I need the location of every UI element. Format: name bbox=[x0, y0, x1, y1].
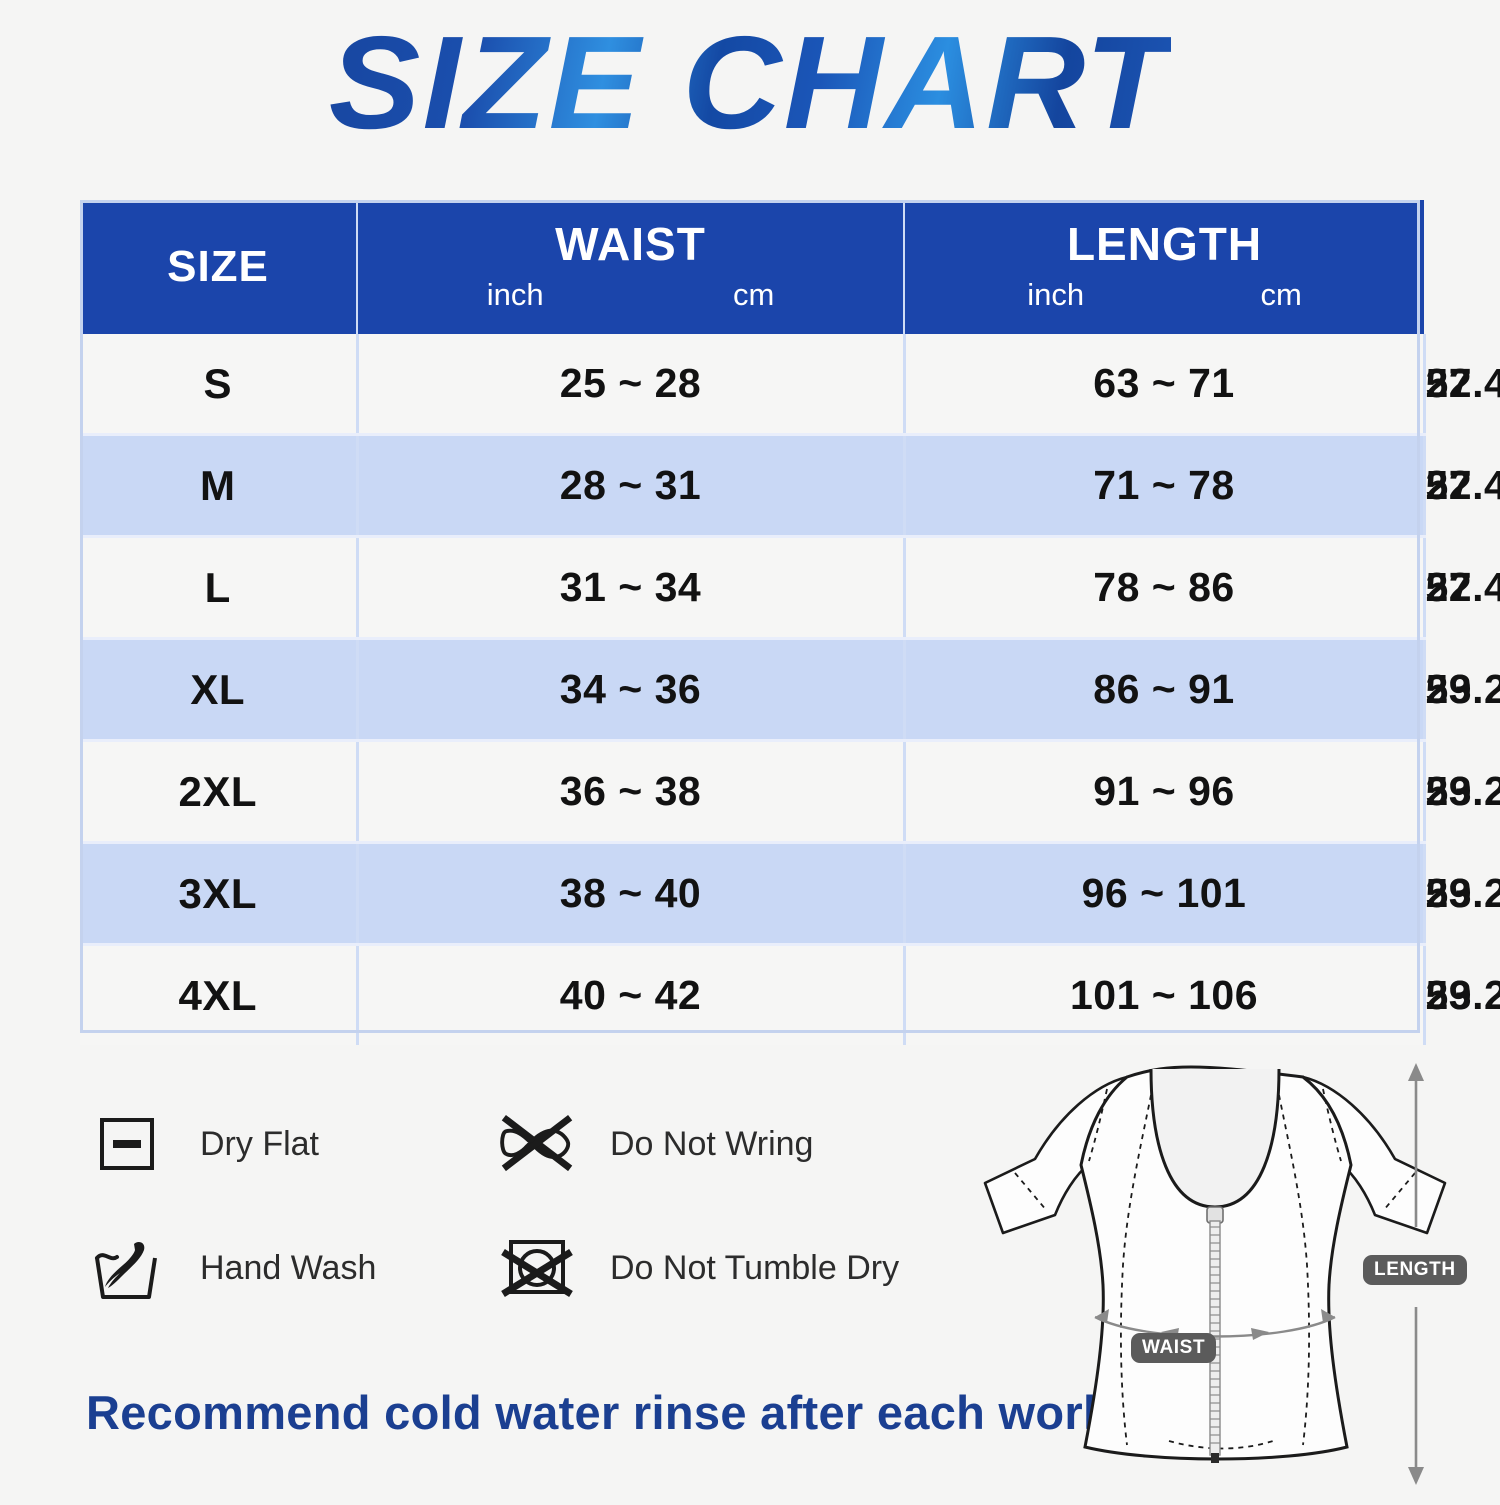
care-label-hand-wash: Hand Wash bbox=[200, 1248, 377, 1287]
garment-diagram: WAIST LENGTH bbox=[955, 1055, 1475, 1500]
size-chart-table: SIZE WAIST inch cm LENGTH inch cm S 25 ~… bbox=[80, 200, 1500, 1045]
header-waist: WAIST inch cm bbox=[357, 200, 905, 334]
page-title-container: SIZE CHART bbox=[0, 9, 1500, 156]
table-row: 4XL 40 ~ 42 101 ~ 106 23.2 59 bbox=[80, 944, 1500, 1045]
header-waist-label: WAIST bbox=[555, 218, 706, 270]
header-size-label: SIZE bbox=[167, 242, 269, 291]
care-label-dry-flat: Dry Flat bbox=[200, 1124, 319, 1163]
table-header-row: SIZE WAIST inch cm LENGTH inch cm bbox=[80, 200, 1424, 334]
cell-waist-inch: 31 ~ 34 bbox=[357, 536, 906, 640]
care-item-dry-flat: Dry Flat bbox=[88, 1105, 498, 1183]
table-body: S 25 ~ 28 63 ~ 71 22.4 57 M 28 ~ 31 71 ~… bbox=[80, 334, 1500, 1045]
cell-waist-inch: 25 ~ 28 bbox=[357, 334, 906, 436]
page-title: SIZE CHART bbox=[328, 9, 1172, 156]
care-row-2: Hand Wash Do Not Tumble Dry bbox=[88, 1229, 958, 1307]
table-row: L 31 ~ 34 78 ~ 86 22.4 57 bbox=[80, 536, 1500, 640]
cell-size: M bbox=[80, 434, 359, 538]
cell-size: L bbox=[80, 536, 359, 640]
do-not-tumble-dry-icon bbox=[498, 1229, 576, 1307]
cell-waist-cm: 78 ~ 86 bbox=[904, 536, 1426, 640]
table-row: S 25 ~ 28 63 ~ 71 22.4 57 bbox=[80, 334, 1500, 436]
cell-waist-cm: 71 ~ 78 bbox=[904, 434, 1426, 538]
cell-waist-cm: 86 ~ 91 bbox=[904, 638, 1426, 742]
cell-waist-cm: 91 ~ 96 bbox=[904, 740, 1426, 844]
cell-size: 4XL bbox=[80, 944, 359, 1045]
cell-waist-inch: 36 ~ 38 bbox=[357, 740, 906, 844]
cell-waist-inch: 28 ~ 31 bbox=[357, 434, 906, 538]
dry-flat-icon bbox=[88, 1105, 166, 1183]
cell-waist-cm: 96 ~ 101 bbox=[904, 842, 1426, 946]
header-length-label: LENGTH bbox=[1066, 218, 1263, 270]
header-length-units: inch cm bbox=[905, 267, 1424, 313]
header-length: LENGTH inch cm bbox=[904, 200, 1424, 334]
table-row: 2XL 36 ~ 38 91 ~ 96 23.2 59 bbox=[80, 740, 1500, 844]
waist-badge: WAIST bbox=[1131, 1333, 1217, 1363]
header-waist-inch: inch bbox=[486, 277, 544, 312]
hand-wash-icon bbox=[88, 1229, 166, 1307]
care-row-1: Dry Flat Do Not Wring bbox=[88, 1105, 958, 1183]
header-waist-cm: cm bbox=[732, 277, 775, 312]
length-badge: LENGTH bbox=[1363, 1255, 1467, 1285]
cell-size: 3XL bbox=[80, 842, 359, 946]
table-row: M 28 ~ 31 71 ~ 78 22.4 57 bbox=[80, 434, 1500, 538]
header-waist-units: inch cm bbox=[358, 267, 903, 313]
cell-size: XL bbox=[80, 638, 359, 742]
table-row: 3XL 38 ~ 40 96 ~ 101 23.2 59 bbox=[80, 842, 1500, 946]
header-length-cm: cm bbox=[1260, 277, 1302, 312]
cell-waist-inch: 38 ~ 40 bbox=[357, 842, 906, 946]
cell-size: 2XL bbox=[80, 740, 359, 844]
recommendation-text: Recommend cold water rinse after each wo… bbox=[86, 1386, 1197, 1439]
care-item-do-not-tumble-dry: Do Not Tumble Dry bbox=[498, 1229, 908, 1307]
care-label-do-not-tumble-dry: Do Not Tumble Dry bbox=[610, 1248, 900, 1287]
table-header: SIZE WAIST inch cm LENGTH inch cm bbox=[80, 200, 1424, 334]
care-instructions: Dry Flat Do Not Wring Hand W bbox=[88, 1105, 958, 1353]
do-not-wring-icon bbox=[498, 1105, 576, 1183]
header-size: SIZE bbox=[80, 200, 358, 334]
care-label-do-not-wring: Do Not Wring bbox=[610, 1124, 814, 1163]
cell-size: S bbox=[80, 334, 359, 436]
cell-waist-inch: 34 ~ 36 bbox=[357, 638, 906, 742]
cell-waist-cm: 63 ~ 71 bbox=[904, 334, 1426, 436]
table-row: XL 34 ~ 36 86 ~ 91 23.2 59 bbox=[80, 638, 1500, 742]
care-item-hand-wash: Hand Wash bbox=[88, 1229, 498, 1307]
header-length-inch: inch bbox=[1027, 277, 1085, 312]
cell-waist-inch: 40 ~ 42 bbox=[357, 944, 906, 1045]
cell-waist-cm: 101 ~ 106 bbox=[904, 944, 1426, 1045]
care-item-do-not-wring: Do Not Wring bbox=[498, 1105, 908, 1183]
